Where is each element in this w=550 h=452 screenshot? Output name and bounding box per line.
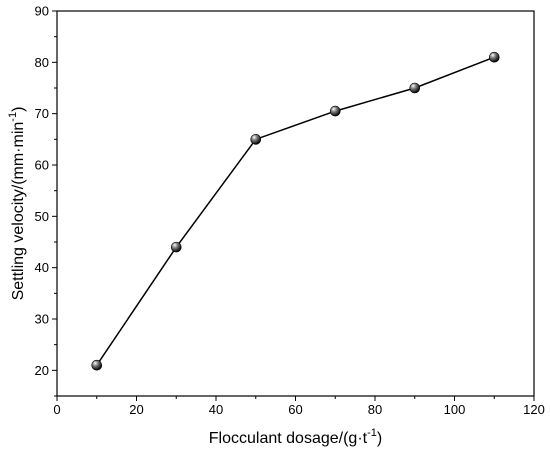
x-tick-label: 0 — [53, 402, 60, 417]
x-tick-label: 120 — [523, 402, 545, 417]
x-tick-label: 100 — [444, 402, 466, 417]
x-tick-label: 40 — [209, 402, 223, 417]
y-tick-label: 50 — [35, 209, 49, 224]
x-axis-title: Flocculant dosage/(g·t-1) — [209, 427, 382, 447]
y-tick-label: 40 — [35, 260, 49, 275]
y-tick-label: 70 — [35, 106, 49, 121]
y-tick-label: 80 — [35, 55, 49, 70]
data-points — [91, 51, 500, 371]
y-tick-label: 30 — [35, 312, 49, 327]
data-point — [329, 105, 341, 117]
y-tick-label: 90 — [35, 4, 49, 19]
data-point — [409, 82, 421, 94]
series-line — [96, 56, 495, 366]
data-point — [170, 241, 182, 253]
y-tick-label: 20 — [35, 363, 49, 378]
y-axis-title: Settling velocity/(mm·min-1) — [7, 107, 27, 301]
x-tick-label: 80 — [368, 402, 382, 417]
y-tick-label: 60 — [35, 158, 49, 173]
y-axis-ticks: 20 30 40 50 60 70 80 90 — [35, 4, 57, 397]
x-axis-ticks: 0 20 40 60 80 100 120 — [53, 396, 545, 417]
data-point — [488, 51, 500, 63]
data-point — [250, 134, 262, 145]
x-tick-label: 60 — [288, 402, 302, 417]
x-tick-label: 20 — [129, 402, 143, 417]
data-point — [91, 359, 103, 371]
